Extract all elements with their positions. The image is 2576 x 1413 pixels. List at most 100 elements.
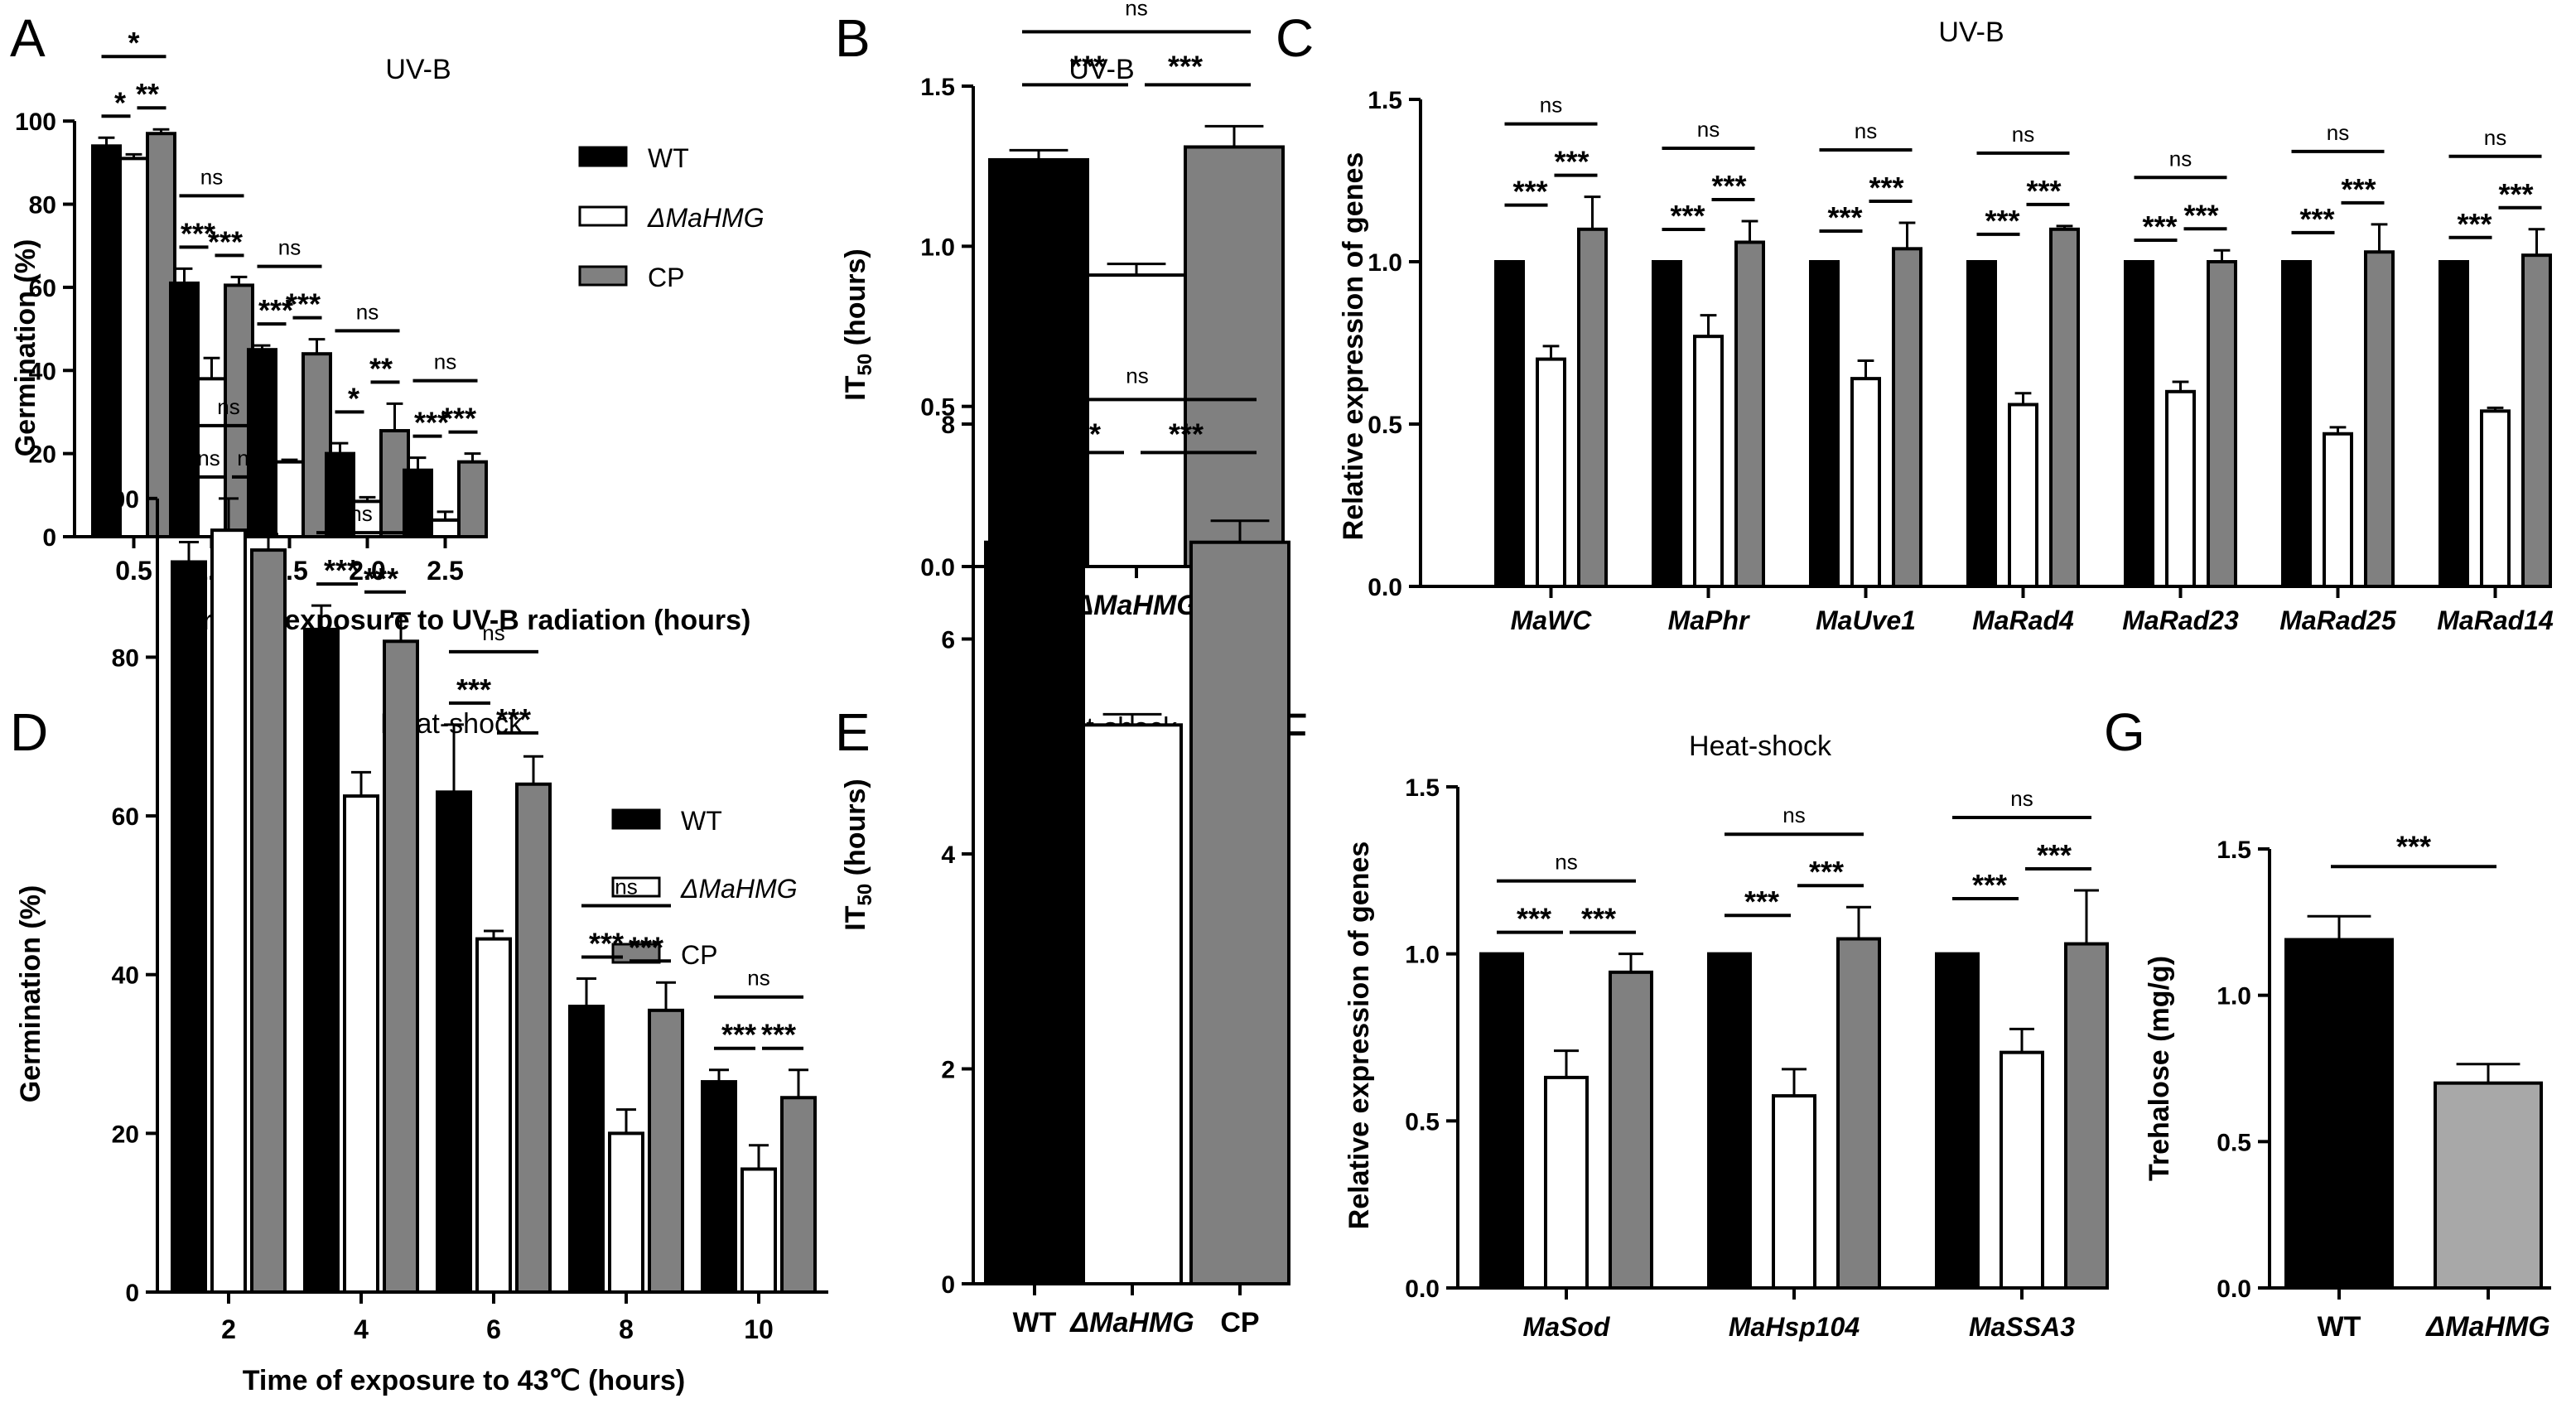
panel-C-sig-wt-mut: *** bbox=[2142, 210, 2177, 244]
panel-G-ytick-label: 1.0 bbox=[2217, 983, 2251, 1010]
panel-G-ylabel: Trehalose (mg/g) bbox=[2144, 956, 2175, 1181]
panel-E-ytick-label: 0 bbox=[941, 1271, 955, 1299]
panel-C-ytick-label: 1.0 bbox=[1368, 249, 1402, 277]
panel-D-xtick-label: 10 bbox=[744, 1314, 774, 1344]
panel-C-sig-mut-cp: *** bbox=[2498, 177, 2533, 211]
panel-b-title: UV-B bbox=[1069, 54, 1134, 85]
panel-E-bar-CP bbox=[1189, 540, 1290, 1285]
panel-D-bar-4-1 bbox=[343, 794, 379, 1294]
panel-a-legend: WT ΔMaHMG CP bbox=[578, 143, 765, 292]
panel-F-ytick-label: 0.0 bbox=[1405, 1276, 1440, 1303]
panel-C-xtick-label: MaRad25 bbox=[2279, 605, 2397, 635]
panel-D-sig-mut-cp: *** bbox=[629, 930, 663, 964]
panel-F-bar-MaSSA3-2 bbox=[2064, 942, 2109, 1290]
panel-d-xlabel: Time of exposure to 43℃ (hours) bbox=[243, 1365, 685, 1396]
panel-C-ytick-label: 0.0 bbox=[1368, 574, 1402, 601]
panel-F-bar-MaSSA3-0 bbox=[1935, 952, 1980, 1290]
panel-C-bar-MaRad4-1 bbox=[2008, 403, 2038, 589]
panel-D-xtick-label: 4 bbox=[354, 1314, 369, 1344]
panel-F-sig-wt-cp: ns bbox=[1782, 803, 1805, 827]
panel-C-sig-mut-cp: *** bbox=[2341, 172, 2376, 206]
panel-D-bar-8-0 bbox=[568, 1005, 605, 1295]
panel-D-sig-wt-cp: ns bbox=[482, 620, 504, 645]
panel-D-ytick-label: 60 bbox=[112, 803, 139, 831]
panel-E-ytick-label: 8 bbox=[941, 412, 955, 439]
panel-D-ytick-label: 20 bbox=[112, 1121, 139, 1148]
panel-A-xtick-label: 2.0 bbox=[349, 556, 385, 586]
panel-A-xtick-label: 2.5 bbox=[427, 556, 463, 586]
panel-C-bar-MaWC-1 bbox=[1536, 357, 1566, 588]
panel-A-sig-wt-cp: ns bbox=[434, 350, 456, 374]
legend-a-mahmg-label: ΔMaHMG bbox=[647, 203, 765, 233]
panel-B-bar-WT bbox=[988, 157, 1089, 569]
panel-B-axes: 0.0 0.5 1.0 1.5 IT50 (hours) bbox=[840, 74, 1222, 581]
panel-G-ytick-label: 0.5 bbox=[2217, 1129, 2251, 1156]
panel-D-ylabel: Germination (%) bbox=[15, 885, 46, 1103]
panel-F-bar-MaSSA3-1 bbox=[2000, 1050, 2044, 1290]
panel-D-bar-10-1 bbox=[740, 1167, 777, 1294]
panel-D-sig-mut-cp: *** bbox=[761, 1018, 796, 1052]
panel-C-sig-wt-cp: ns bbox=[1855, 118, 1877, 143]
panel-C-bar-MaRad23-1 bbox=[2165, 389, 2196, 588]
panel-G-xtick-label: WT bbox=[2318, 1311, 2361, 1343]
panel-F-xtick-label: MaSod bbox=[1523, 1312, 1611, 1342]
legend-a-wt-label: WT bbox=[648, 143, 689, 173]
panel-C-bar-MaWC-2 bbox=[1577, 227, 1608, 588]
panel-F-ylabel: Relative expression of genes bbox=[1343, 842, 1375, 1230]
panel-E-sig-mut-cp: *** bbox=[1169, 417, 1204, 451]
panel-D-bar-10-2 bbox=[780, 1096, 817, 1295]
panel-E-bar-MaHMG bbox=[1082, 723, 1183, 1285]
panel-C-bar-MaPhr-2 bbox=[1734, 240, 1765, 588]
panel-B-ytick-label: 1.0 bbox=[920, 234, 955, 261]
panel-E-sig-wt-cp: ns bbox=[1126, 363, 1148, 388]
panel-C-bar-MaRad14-2 bbox=[2521, 253, 2552, 588]
panel-C-ytick-label: 1.5 bbox=[1368, 87, 1402, 114]
panel-A-ytick-label: 20 bbox=[29, 441, 56, 469]
panel-E-xtick-label: ΔMaHMG bbox=[1069, 1307, 1194, 1338]
legend-a-wt-swatch bbox=[578, 146, 628, 167]
panel-D-bar-4-0 bbox=[303, 627, 340, 1294]
panel-D-sig-wt-cp: ns bbox=[747, 966, 769, 991]
panel-D-sig-mut-cp: *** bbox=[496, 702, 531, 736]
panel-a-title: UV-B bbox=[385, 54, 451, 85]
panel-C-ylabel: Relative expression of genes bbox=[1338, 152, 1369, 541]
panel-f-title: Heat-shock bbox=[1689, 731, 1832, 762]
panel-D-sig-wt-mut: *** bbox=[721, 1018, 756, 1052]
legend-d-mahmg-label: ΔMaHMG bbox=[680, 874, 798, 904]
panel-C-bar-MaUve1-0 bbox=[1809, 260, 1840, 588]
panel-B-sig-wt-mut: *** bbox=[1070, 49, 1105, 83]
panel-C-sig-wt-mut: *** bbox=[2457, 207, 2492, 241]
panel-C-bar-MaPhr-0 bbox=[1652, 260, 1682, 588]
panel-C-bar-MaRad14-1 bbox=[2480, 409, 2511, 588]
panel-B-ylabel: IT50 (hours) bbox=[840, 248, 876, 400]
panel-A-bar-15-0 bbox=[247, 348, 277, 538]
legend-d-cp-label: CP bbox=[681, 940, 717, 970]
panel-C-sig-wt-mut: *** bbox=[2299, 202, 2334, 236]
panel-C-sig-mut-cp: *** bbox=[1554, 145, 1589, 179]
panel-C-sig-wt-cp: ns bbox=[1540, 93, 1562, 118]
panel-A-sig-wt-cp: ns bbox=[200, 164, 223, 189]
panel-C-sig-wt-cp: ns bbox=[2484, 125, 2506, 150]
panel-C-sig-wt-mut: *** bbox=[1985, 204, 2019, 238]
panel-F-xtick-label: MaSSA3 bbox=[1969, 1312, 2075, 1342]
panel-B-ytick-label: 1.5 bbox=[920, 74, 955, 101]
panel-B-bar-CP bbox=[1184, 145, 1285, 568]
panel-D-sig-mut-cp: ns bbox=[237, 446, 259, 470]
panel-F-sig-wt-mut: *** bbox=[1744, 885, 1779, 919]
panel-E-ytick-label: 2 bbox=[941, 1057, 955, 1084]
panel-C-bar-MaUve1-1 bbox=[1850, 377, 1881, 588]
panel-A-bar-25-1 bbox=[430, 518, 461, 538]
panel-D-ytick-label: 100 bbox=[98, 486, 139, 514]
legend-d-wt-label: WT bbox=[681, 806, 722, 836]
panel-C-xtick-label: MaPhr bbox=[1668, 605, 1750, 635]
panel-C-bar-MaWC-0 bbox=[1494, 260, 1525, 588]
panel-G-ytick-label: 0.0 bbox=[2217, 1276, 2251, 1303]
panel-F-sig-wt-mut: *** bbox=[1972, 868, 2007, 902]
panel-A-sig-wt-cp: * bbox=[128, 26, 139, 60]
panel-C-bar-MaRad14-0 bbox=[2439, 260, 2469, 588]
panel-F-bar-MaSod-2 bbox=[1609, 970, 1653, 1290]
panel-F-bar-MaHsp104-0 bbox=[1707, 952, 1752, 1290]
panel-D-ytick-label: 40 bbox=[112, 962, 139, 990]
panel-F-sig-wt-mut: *** bbox=[1517, 902, 1551, 936]
panel-C-sig-mut-cp: *** bbox=[1869, 171, 1903, 205]
